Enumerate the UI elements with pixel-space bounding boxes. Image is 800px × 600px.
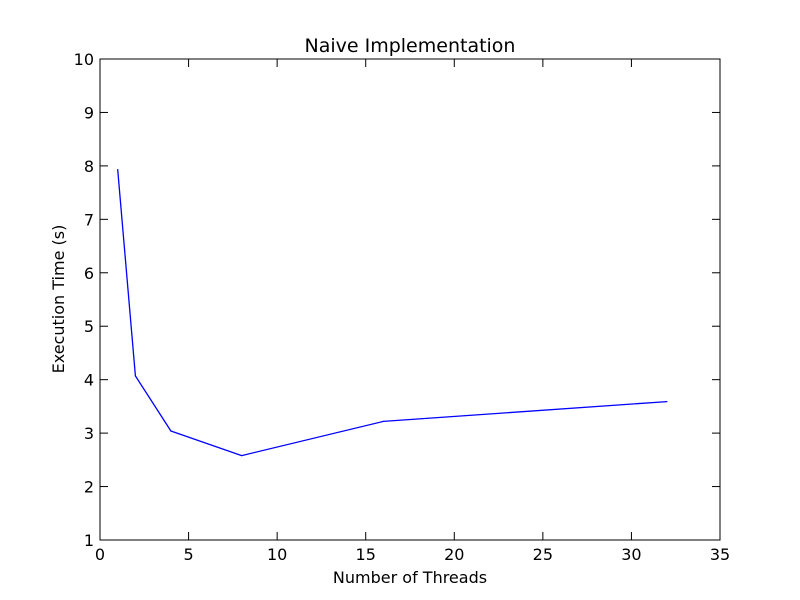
- x-tick-label: 0: [95, 545, 105, 564]
- y-tick-label: 1: [84, 531, 94, 550]
- plot-area: [117, 169, 668, 457]
- y-tick-label: 5: [84, 317, 94, 336]
- y-tick-label: 6: [84, 264, 94, 283]
- y-axis-label: Execution Time (s): [49, 225, 68, 374]
- x-tick-label: 15: [356, 545, 376, 564]
- series-line: [117, 169, 667, 457]
- data-point: [241, 454, 243, 457]
- y-tick-label: 9: [84, 103, 94, 122]
- x-axis-label: Number of Threads: [333, 568, 487, 587]
- y-tick-label: 2: [84, 478, 94, 497]
- data-point: [170, 430, 172, 432]
- plot-frame: [99, 58, 721, 541]
- y-tick-label: 7: [84, 210, 94, 229]
- data-point: [117, 169, 119, 171]
- y-tick-label: 8: [84, 157, 94, 176]
- y-tick-label: 4: [84, 371, 94, 390]
- y-tick-label: 3: [84, 424, 94, 443]
- x-tick-label: 30: [621, 545, 641, 564]
- chart-title: Naive Implementation: [305, 35, 516, 57]
- data-point: [134, 375, 137, 377]
- x-tick-label: 25: [533, 545, 553, 564]
- y-axis: 1 2 3 4 5 6 7 8 9 10: [74, 50, 720, 550]
- x-tick-label: 20: [444, 545, 464, 564]
- x-tick-label: 10: [267, 545, 287, 564]
- y-tick-label: 10: [74, 50, 94, 69]
- data-point: [382, 420, 385, 422]
- data-point: [666, 400, 668, 403]
- x-axis: 0 5 10 15 20 25 30 35: [95, 59, 730, 564]
- x-tick-label: 5: [183, 545, 193, 564]
- x-tick-label: 35: [710, 545, 730, 564]
